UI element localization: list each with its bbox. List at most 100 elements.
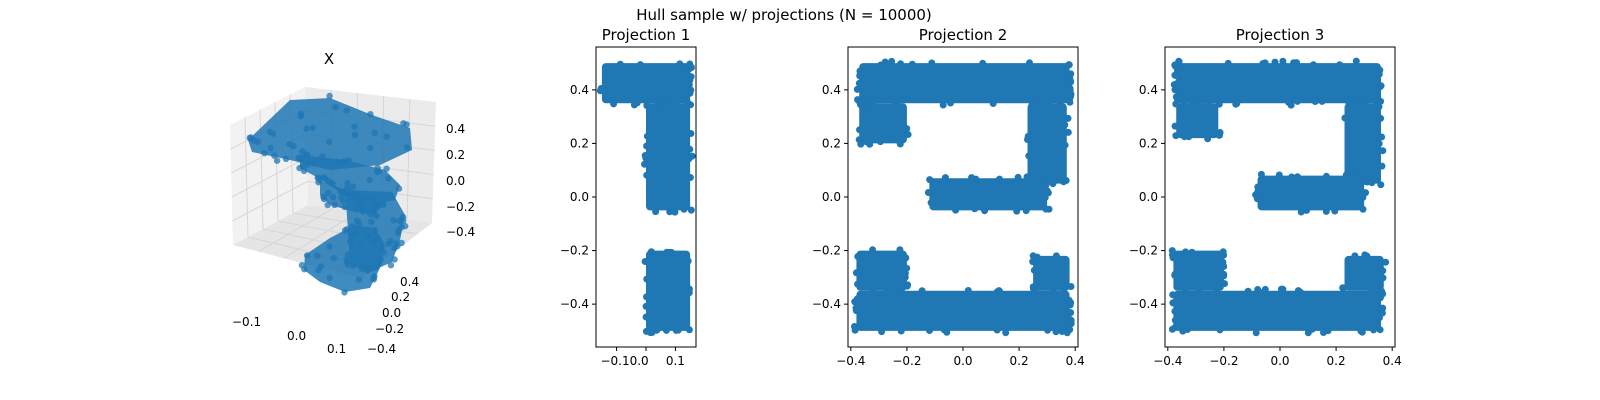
scatter-point-3d [341,289,348,296]
scatter-point [1030,266,1038,274]
scatter-point [1026,59,1033,67]
scatter-point [901,269,909,277]
scatter-point-3d [315,179,322,186]
scatter-point [924,189,932,196]
scatter-point [1378,133,1386,141]
scatter-point [1287,101,1295,109]
scatter-point-3d [365,207,372,215]
x-tick-label: −0.4 [836,354,865,368]
scatter-point-3d [301,266,308,273]
scatter-point [928,59,936,67]
y-tick-label: 0.0 [570,190,589,204]
scatter-point [1311,98,1319,105]
scatter-point-3d [313,252,321,259]
scatter-point [643,171,651,179]
x-tick-label: 0.0 [1270,354,1289,368]
scatter-point [685,326,693,334]
scatter-point [926,176,934,184]
scatter-points [596,60,696,336]
scatter-point [663,248,671,256]
scatter-point-3d [331,201,338,209]
x-tick-label: −0.2 [892,354,921,368]
scatter-point-3d [398,224,405,231]
scatter-point [1376,326,1384,334]
z-tick-label: −0.2 [446,200,475,214]
scatter-point [1362,189,1369,197]
scatter-point [1042,205,1050,213]
scatter-point [862,138,870,146]
scatter-point [1197,101,1205,108]
scatter-point [1361,251,1369,259]
scatter-points [1168,57,1390,337]
y-tick-label: −0.2 [1129,244,1158,258]
scatter-point-3d [353,217,361,224]
scatter-point [1204,135,1212,143]
scatter-point-3d [400,120,407,127]
scatter-point [1169,291,1177,299]
scatter-point [996,288,1004,296]
x-tick-label: 0.1 [666,354,685,368]
scatter-point [687,206,695,214]
scatter-point [968,174,976,182]
scatter-point [1304,329,1312,337]
scatter-point [1271,58,1279,66]
scatter-point [856,71,864,79]
scatter-point-3d [330,194,337,201]
scatter-point [1257,170,1265,178]
scatter-point-3d [374,164,381,172]
scatter-point [1297,208,1305,216]
scatter-point [1067,309,1075,317]
scatter-point [1002,329,1010,337]
scatter-point-3d [326,92,333,100]
scatter-point [686,60,694,68]
scatter-point-3d [297,155,304,162]
scatter-point-3d [350,262,357,270]
scatter-point [641,160,648,168]
scatter-point [1288,173,1296,181]
scatter-point-3d [355,276,363,283]
scatter-point [1379,267,1387,275]
scatter-point [1220,272,1228,280]
scatter-point-3d [366,176,373,184]
panel-3d-x: X 0.40.20.0−0.2−0.40.40.20.0−0.2−0.4−0.1… [230,50,475,356]
scatter-point-3d [378,244,385,251]
scatter-point [1351,252,1359,260]
ticks-3d: 0.40.20.0−0.2−0.40.40.20.0−0.2−0.4−0.10.… [232,122,475,356]
scatter-point [1171,270,1179,278]
scatter-point [1066,72,1074,80]
scatter-point [646,329,654,336]
scatter-point [869,285,877,293]
scatter-point [1171,86,1179,94]
x-tick-label: −0.2 [1209,354,1238,368]
point-cloud-3d [246,92,412,296]
scatter-point [1224,59,1232,67]
scatter-point [897,60,905,68]
scatter-point [893,99,901,107]
point-region [1173,250,1224,291]
scatter-point [947,99,954,107]
scatter-point-3d [345,188,353,196]
scatter-point-3d [365,194,372,201]
scatter-point [1171,307,1179,315]
x-tick-label-3d: 0.0 [287,329,306,343]
y-tick-label: 0.4 [1139,83,1158,97]
scatter-point [1369,287,1377,295]
scatter-point [1172,100,1180,108]
scatter-point [671,208,679,216]
scatter-point [1013,205,1021,213]
scatter-point [1067,93,1074,100]
scatter-points [851,57,1075,337]
scatter-point-3d [302,151,310,158]
scatter-point [857,101,864,109]
scatter-point-3d [296,164,303,172]
scatter-point [668,249,676,256]
scatter-point-3d [332,103,339,111]
scatter-point [971,205,979,213]
scatter-point-3d [344,179,351,187]
scatter-point [1066,86,1074,94]
panel-projection-1: Projection 1 0.4 0.2 0.0 −0.2 −0.4 −0.10.0 0.1 [560,26,697,368]
scatter-point [1378,274,1386,282]
scatter-point [1351,99,1358,107]
scatter-point [1275,171,1283,179]
z-tick-label: −0.4 [446,225,475,239]
